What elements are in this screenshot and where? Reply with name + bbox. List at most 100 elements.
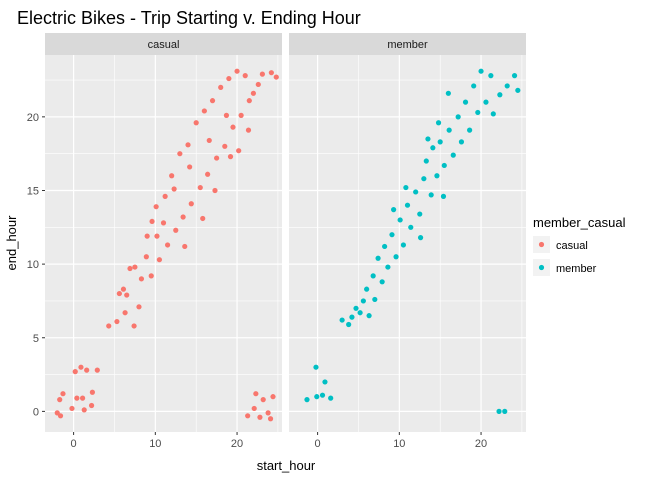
data-point (428, 192, 434, 198)
data-point (212, 187, 218, 194)
data-point (434, 173, 440, 179)
data-point (475, 109, 481, 116)
data-point (478, 68, 484, 74)
data-point (180, 214, 186, 220)
data-point (379, 279, 385, 285)
data-point (421, 176, 427, 182)
data-point (382, 243, 388, 250)
data-point (313, 364, 319, 370)
data-point (89, 389, 95, 395)
data-point (430, 145, 436, 151)
data-point (57, 397, 63, 403)
data-point (132, 264, 138, 270)
data-point (328, 395, 334, 401)
data-point (177, 151, 183, 157)
data-point (148, 273, 154, 279)
data-point (57, 413, 64, 419)
y-tick-label: 0 (33, 406, 39, 418)
data-point (188, 201, 194, 207)
data-point (154, 233, 160, 239)
data-point (131, 323, 137, 329)
data-point (488, 73, 494, 79)
data-point (242, 73, 248, 79)
data-point (346, 321, 352, 328)
data-point (116, 290, 122, 297)
data-point (462, 99, 469, 105)
y-tick-label: 5 (33, 333, 39, 345)
data-point (440, 193, 447, 199)
data-point (446, 127, 452, 133)
data-point (349, 314, 355, 320)
data-point (319, 392, 326, 398)
data-point (437, 139, 443, 145)
data-point (122, 310, 128, 316)
data-point (144, 233, 150, 239)
data-point (259, 71, 265, 77)
data-point (458, 139, 465, 145)
data-point (403, 184, 409, 191)
data-point (372, 296, 378, 303)
data-point (78, 364, 84, 370)
data-point (164, 242, 171, 248)
facet-strip (45, 33, 282, 55)
data-point (223, 112, 230, 118)
y-tick-label: 10 (27, 259, 39, 271)
data-point (79, 395, 86, 401)
data-point (265, 410, 271, 416)
legend-swatch-casual (538, 241, 545, 248)
data-point (206, 137, 212, 144)
data-point (268, 70, 274, 76)
data-point (353, 305, 359, 311)
facet-panel-member: member 0 10 20 (289, 33, 526, 450)
data-point (156, 257, 163, 263)
data-point (471, 83, 477, 89)
x-axis-title: start_hour (257, 458, 316, 473)
data-point (88, 402, 95, 409)
panel-background (45, 55, 282, 432)
data-point (226, 75, 232, 82)
data-point (435, 120, 442, 126)
data-point (245, 413, 251, 419)
data-point (69, 405, 75, 412)
data-point (404, 202, 411, 208)
data-point (84, 367, 90, 373)
x-tick-label: 20 (475, 438, 487, 450)
data-point (515, 87, 521, 93)
data-point (120, 286, 127, 292)
data-point (114, 318, 120, 325)
data-point (171, 186, 177, 192)
facet-strip (289, 33, 526, 55)
data-point (153, 204, 159, 210)
data-point (106, 323, 112, 329)
data-point (193, 120, 199, 126)
data-point (370, 273, 376, 279)
facet-panels: casual 0 10 20 0 5 10 15 20 member 0 10 20 (27, 33, 526, 450)
data-point (160, 220, 167, 226)
data-point (143, 254, 149, 260)
data-point (250, 90, 256, 96)
data-point (400, 242, 407, 248)
data-point (385, 264, 391, 270)
data-point (149, 218, 155, 225)
data-point (490, 111, 496, 117)
data-point (72, 369, 78, 375)
data-point (260, 397, 266, 403)
data-point (205, 171, 211, 177)
data-point (322, 379, 328, 385)
facet-strip-label: casual (148, 39, 180, 51)
data-point (245, 127, 252, 133)
data-point (81, 407, 87, 413)
data-point (417, 211, 423, 217)
data-point (441, 162, 447, 169)
data-point (397, 217, 403, 223)
data-point (423, 158, 429, 164)
data-point (74, 395, 80, 401)
x-tick-label: 10 (393, 438, 405, 450)
data-point (357, 310, 363, 316)
data-point (187, 164, 193, 170)
legend-title: member_casual (533, 215, 626, 230)
data-point (255, 81, 261, 88)
y-axis-title: end_hour (4, 215, 19, 271)
x-tick-label: 0 (315, 438, 321, 450)
